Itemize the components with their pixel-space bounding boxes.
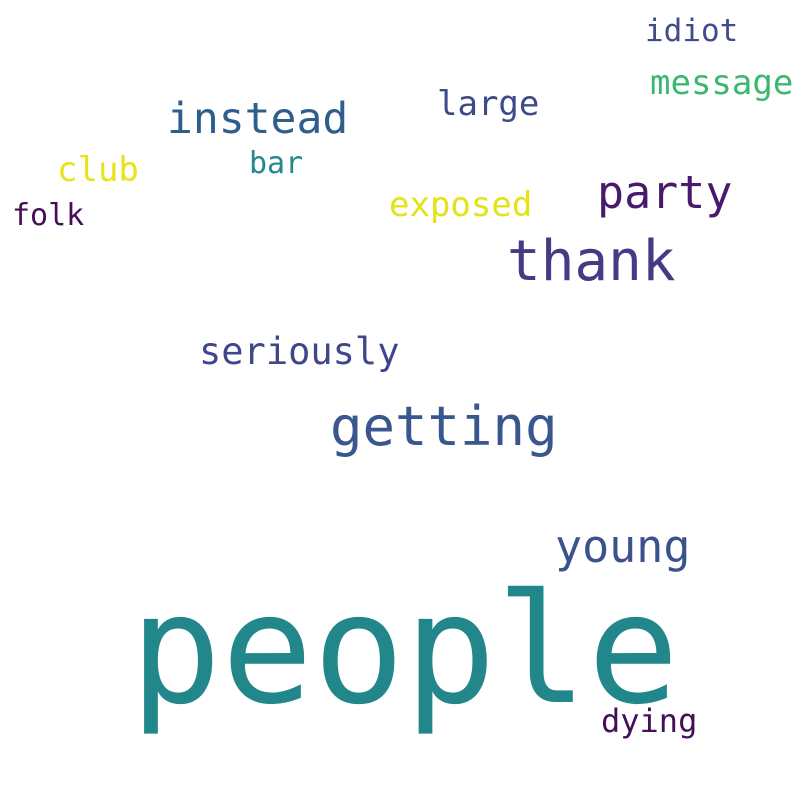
word-large: large (437, 84, 540, 124)
word-message: message (650, 63, 794, 103)
word-dying: dying (601, 702, 698, 740)
word-folk: folk (12, 198, 85, 233)
word-young: young (555, 520, 691, 573)
word-club: club (57, 150, 139, 190)
word-seriously: seriously (199, 330, 400, 373)
word-instead: instead (167, 94, 349, 144)
word-party: party (597, 166, 733, 219)
word-getting: getting (330, 395, 558, 458)
word-bar: bar (249, 146, 304, 181)
word-exposed: exposed (389, 185, 533, 225)
word-thank: thank (507, 229, 676, 294)
word-people: people (130, 561, 680, 738)
word-idiot: idiot (645, 13, 739, 49)
